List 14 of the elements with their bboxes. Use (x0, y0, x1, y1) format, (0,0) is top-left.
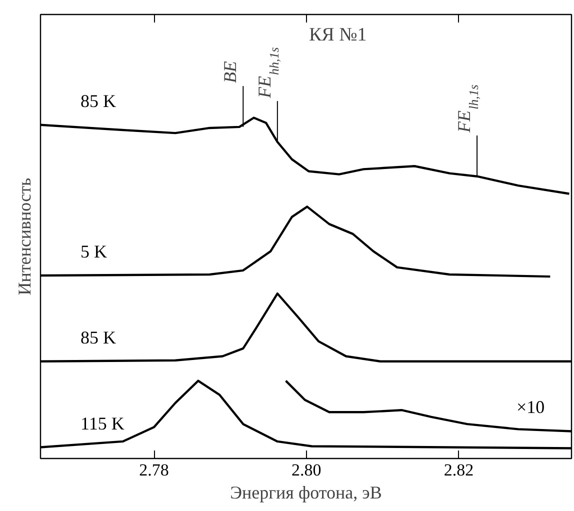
series-label: 85 K (80, 90, 116, 111)
x-axis-title: Энергия фотона, эВ (230, 482, 382, 502)
y-axis-title: Интенсивность (14, 178, 34, 296)
series-label: ×10 (516, 397, 545, 418)
series-label: 5 K (80, 242, 107, 262)
x-tick-label: 2.82 (444, 460, 474, 480)
series-label: 85 K (80, 327, 116, 348)
x-tick-label: 2.80 (292, 460, 322, 480)
x-tick-label: 2.78 (139, 460, 169, 480)
text: КЯ №1 (309, 24, 367, 46)
series-label: 115 K (80, 413, 124, 434)
annotation: FElh,1s (454, 84, 482, 134)
annotation: BE (220, 61, 240, 84)
annotation: FEhh,1s (254, 47, 282, 100)
